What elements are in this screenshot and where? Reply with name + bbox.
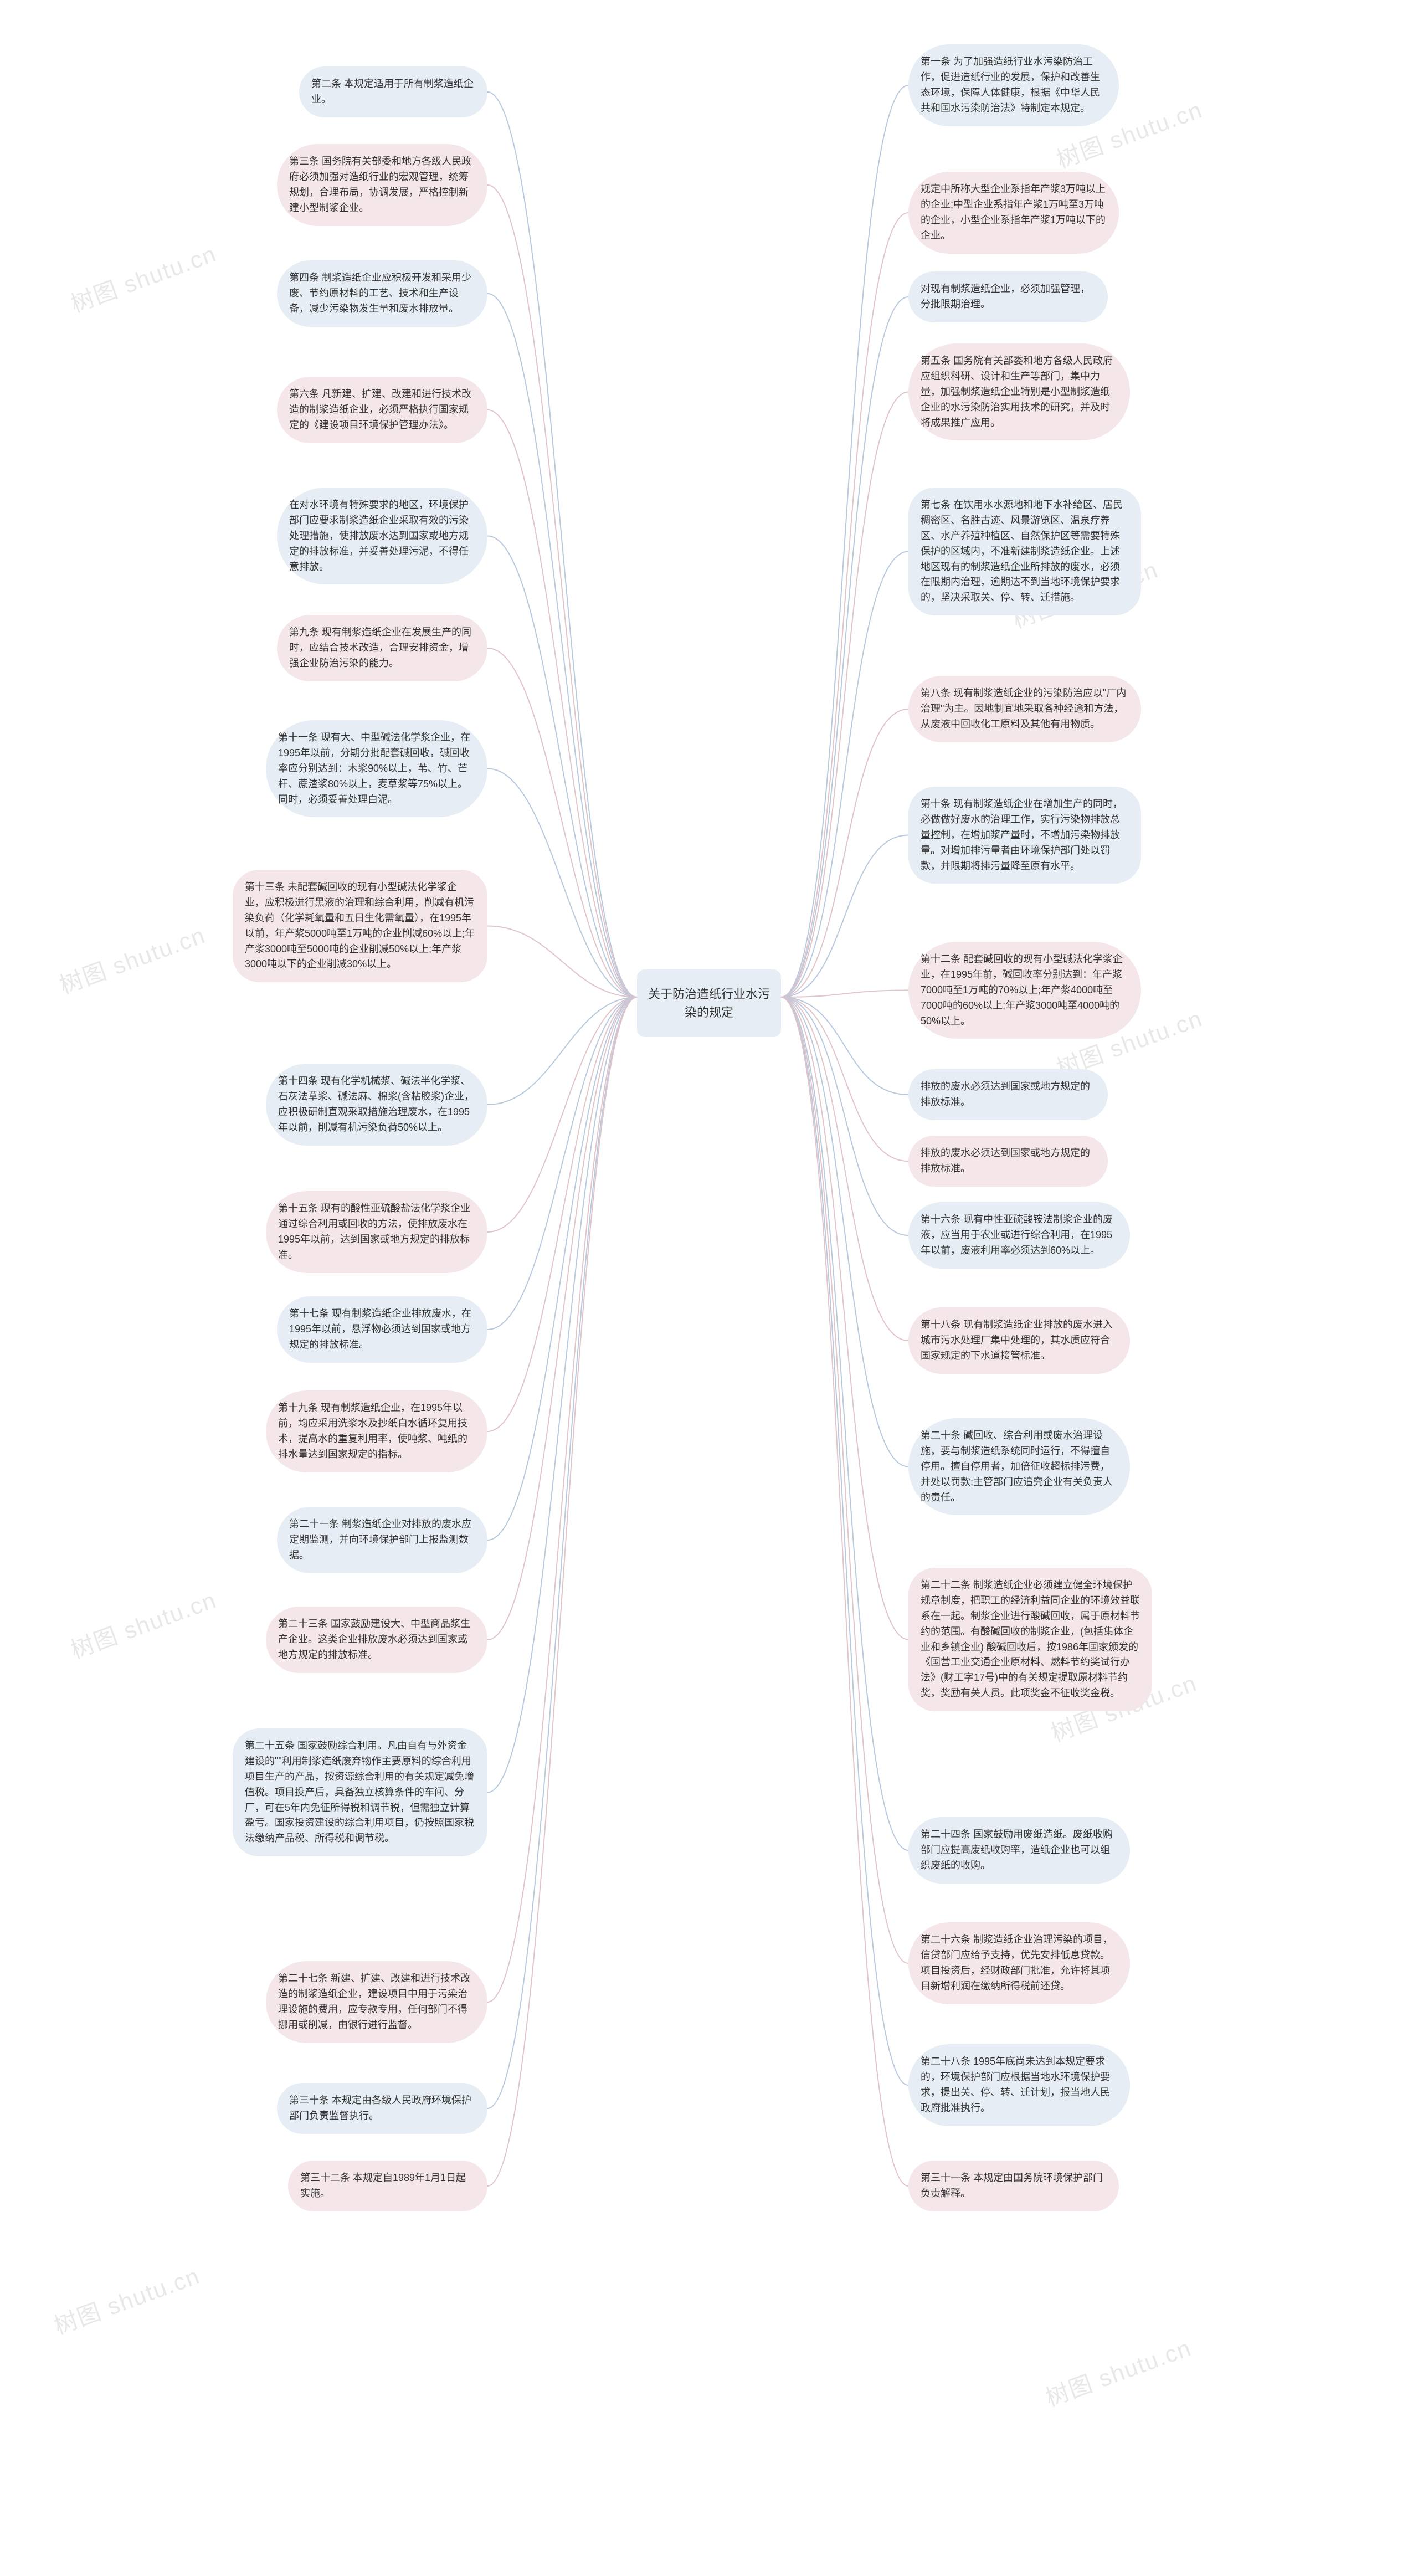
right-node-16: 第二十八条 1995年底尚未达到本规定要求的，环境保护部门应根据当地水环境保护要…: [908, 2044, 1130, 2126]
left-node-8: 第十四条 现有化学机械浆、碱法半化学浆、石灰法草浆、碱法麻、棉浆(含粘胶浆)企业…: [266, 1064, 487, 1146]
left-node-6: 第十一条 现有大、中型碱法化学浆企业，在1995年以前，分期分批配套碱回收，碱回…: [266, 720, 487, 817]
node-text: 第二十六条 制浆造纸企业治理污染的项目，信贷部门应给予支持，优先安排低息贷款。项…: [921, 1934, 1113, 1992]
node-text: 第二十五条 国家鼓励综合利用。凡由自有与外资金建设的""利用制浆造纸废弃物作主要…: [245, 1740, 474, 1844]
left-node-0: 第二条 本规定适用于所有制浆造纸企业。: [299, 66, 487, 117]
connector-lines: [0, 0, 1418, 2576]
right-node-8: 排放的废水必须达到国家或地方规定的排放标准。: [908, 1069, 1108, 1120]
node-text: 第十三条 未配套碱回收的现有小型碱法化学浆企业，应积极进行黑液的治理和综合利用，…: [245, 881, 475, 969]
left-node-3: 第六条 凡新建、扩建、改建和进行技术改造的制浆造纸企业，必须严格执行国家规定的《…: [277, 377, 487, 443]
left-node-17: 第三十二条 本规定自1989年1月1日起实施。: [288, 2161, 487, 2211]
node-text: 第五条 国务院有关部委和地方各级人民政府应组织科研、设计和生产等部门，集中力量，…: [921, 355, 1113, 428]
right-node-7: 第十二条 配套碱回收的现有小型碱法化学浆企业，在1995年前，碱回收率分别达到：…: [908, 942, 1141, 1039]
center-title: 关于防治造纸行业水污染的规定: [648, 987, 770, 1019]
left-node-13: 第二十三条 国家鼓励建设大、中型商品浆生产企业。这类企业排放废水必须达到国家或地…: [266, 1607, 487, 1673]
node-text: 对现有制浆造纸企业，必须加强管理，分批限期治理。: [921, 283, 1090, 310]
left-node-2: 第四条 制浆造纸企业应积极开发和采用少废、节约原材料的工艺、技术和生产设备，减少…: [277, 260, 487, 327]
node-text: 第二十四条 国家鼓励用废纸造纸。废纸收购部门应提高废纸收购率，造纸企业也可以组织…: [921, 1829, 1113, 1871]
left-node-12: 第二十一条 制浆造纸企业对排放的废水应定期监测，并向环境保护部门上报监测数据。: [277, 1507, 487, 1573]
node-text: 第十二条 配套碱回收的现有小型碱法化学浆企业，在1995年前，碱回收率分别达到：…: [921, 953, 1123, 1027]
right-node-3: 第五条 国务院有关部委和地方各级人民政府应组织科研、设计和生产等部门，集中力量，…: [908, 343, 1130, 440]
left-node-1: 第三条 国务院有关部委和地方各级人民政府必须加强对造纸行业的宏观管理，统筹规划，…: [277, 144, 487, 226]
right-node-11: 第十八条 现有制浆造纸企业排放的废水进入城市污水处理厂集中处理的，其水质应符合国…: [908, 1307, 1130, 1374]
node-text: 第三十条 本规定由各级人民政府环境保护部门负责监督执行。: [289, 2095, 471, 2121]
node-text: 第七条 在饮用水水源地和地下水补给区、居民稠密区、名胜古迹、风景游览区、温泉疗养…: [921, 499, 1123, 603]
left-node-10: 第十七条 现有制浆造纸企业排放废水，在1995年以前，悬浮物必须达到国家或地方规…: [277, 1296, 487, 1363]
node-text: 排放的废水必须达到国家或地方规定的排放标准。: [921, 1081, 1090, 1107]
node-text: 第九条 现有制浆造纸企业在发展生产的同时，应结合技术改造，合理安排资金，增强企业…: [289, 627, 471, 669]
right-node-17: 第三十一条 本规定由国务院环境保护部门负责解释。: [908, 2161, 1119, 2211]
right-node-15: 第二十六条 制浆造纸企业治理污染的项目，信贷部门应给予支持，优先安排低息贷款。项…: [908, 1922, 1130, 2004]
node-text: 第二十二条 制浆造纸企业必须建立健全环境保护规章制度，把职工的经济利益同企业的环…: [921, 1579, 1140, 1698]
right-node-5: 第八条 现有制浆造纸企业的污染防治应以"厂内治理"为主。因地制宜地采取各种经途和…: [908, 676, 1141, 742]
right-node-13: 第二十二条 制浆造纸企业必须建立健全环境保护规章制度，把职工的经济利益同企业的环…: [908, 1568, 1152, 1711]
node-text: 第二条 本规定适用于所有制浆造纸企业。: [311, 78, 474, 105]
right-node-1: 规定中所称大型企业系指年产浆3万吨以上的企业;中型企业系指年产浆1万吨至3万吨的…: [908, 172, 1119, 254]
center-node: 关于防治造纸行业水污染的规定: [637, 969, 781, 1037]
right-node-2: 对现有制浆造纸企业，必须加强管理，分批限期治理。: [908, 271, 1108, 322]
left-node-5: 第九条 现有制浆造纸企业在发展生产的同时，应结合技术改造，合理安排资金，增强企业…: [277, 615, 487, 681]
left-node-7: 第十三条 未配套碱回收的现有小型碱法化学浆企业，应积极进行黑液的治理和综合利用，…: [233, 870, 487, 982]
right-node-10: 第十六条 现有中性亚硫酸铵法制浆企业的废液，应当用于农业或进行综合利用，在199…: [908, 1202, 1130, 1269]
node-text: 第八条 现有制浆造纸企业的污染防治应以"厂内治理"为主。因地制宜地采取各种经途和…: [921, 687, 1126, 730]
node-text: 第三十二条 本规定自1989年1月1日起实施。: [300, 2172, 466, 2199]
node-text: 第十条 现有制浆造纸企业在增加生产的同时，必做做好废水的治理工作，实行污染物排放…: [921, 798, 1123, 871]
node-text: 第二十三条 国家鼓励建设大、中型商品浆生产企业。这类企业排放废水必须达到国家或地…: [278, 1618, 470, 1660]
node-text: 第十九条 现有制浆造纸企业，在1995年以前，均应采用洗浆水及抄纸白水循环复用技…: [278, 1402, 467, 1460]
node-text: 第二十七条 新建、扩建、改建和进行技术改造的制浆造纸企业，建设项目中用于污染治理…: [278, 1973, 470, 2030]
right-node-6: 第十条 现有制浆造纸企业在增加生产的同时，必做做好废水的治理工作，实行污染物排放…: [908, 787, 1141, 884]
left-node-4: 在对水环境有特殊要求的地区，环境保护部门应要求制浆造纸企业采取有效的污染处理措施…: [277, 488, 487, 584]
node-text: 第三十一条 本规定由国务院环境保护部门负责解释。: [921, 2172, 1103, 2199]
right-node-14: 第二十四条 国家鼓励用废纸造纸。废纸收购部门应提高废纸收购率，造纸企业也可以组织…: [908, 1817, 1130, 1884]
right-node-12: 第二十条 碱回收、综合利用或废水治理设施，要与制浆造纸系统同时运行，不得擅自停用…: [908, 1418, 1130, 1515]
node-text: 第六条 凡新建、扩建、改建和进行技术改造的制浆造纸企业，必须严格执行国家规定的《…: [289, 388, 471, 430]
node-text: 第三条 国务院有关部委和地方各级人民政府必须加强对造纸行业的宏观管理，统筹规划，…: [289, 156, 471, 213]
node-text: 第一条 为了加强造纸行业水污染防治工作，促进造纸行业的发展，保护和改善生态环境，…: [921, 56, 1100, 114]
right-node-9: 排放的废水必须达到国家或地方规定的排放标准。: [908, 1136, 1108, 1187]
node-text: 第十八条 现有制浆造纸企业排放的废水进入城市污水处理厂集中处理的，其水质应符合国…: [921, 1319, 1113, 1361]
node-text: 在对水环境有特殊要求的地区，环境保护部门应要求制浆造纸企业采取有效的污染处理措施…: [289, 499, 469, 572]
node-text: 第十七条 现有制浆造纸企业排放废水，在1995年以前，悬浮物必须达到国家或地方规…: [289, 1308, 471, 1350]
left-node-9: 第十五条 现有的酸性亚硫酸盐法化学浆企业通过综合利用或回收的方法，使排放废水在1…: [266, 1191, 487, 1273]
node-text: 第二十八条 1995年底尚未达到本规定要求的，环境保护部门应根据当地水环境保护要…: [921, 2056, 1110, 2113]
node-text: 规定中所称大型企业系指年产浆3万吨以上的企业;中型企业系指年产浆1万吨至3万吨的…: [921, 183, 1106, 241]
right-node-0: 第一条 为了加强造纸行业水污染防治工作，促进造纸行业的发展，保护和改善生态环境，…: [908, 44, 1119, 126]
left-node-11: 第十九条 现有制浆造纸企业，在1995年以前，均应采用洗浆水及抄纸白水循环复用技…: [266, 1390, 487, 1472]
node-text: 第二十一条 制浆造纸企业对排放的废水应定期监测，并向环境保护部门上报监测数据。: [289, 1518, 471, 1561]
left-node-14: 第二十五条 国家鼓励综合利用。凡由自有与外资金建设的""利用制浆造纸废弃物作主要…: [233, 1728, 487, 1856]
right-node-4: 第七条 在饮用水水源地和地下水补给区、居民稠密区、名胜古迹、风景游览区、温泉疗养…: [908, 488, 1141, 615]
node-text: 第十一条 现有大、中型碱法化学浆企业，在1995年以前，分期分批配套碱回收，碱回…: [278, 732, 470, 805]
node-text: 第四条 制浆造纸企业应积极开发和采用少废、节约原材料的工艺、技术和生产设备，减少…: [289, 272, 471, 314]
node-text: 第二十条 碱回收、综合利用或废水治理设施，要与制浆造纸系统同时运行，不得擅自停用…: [921, 1430, 1113, 1503]
node-text: 第十四条 现有化学机械浆、碱法半化学浆、石灰法草浆、碱法麻、棉浆(含粘胶浆)企业…: [278, 1075, 474, 1133]
node-text: 第十六条 现有中性亚硫酸铵法制浆企业的废液，应当用于农业或进行综合利用，在199…: [921, 1214, 1113, 1256]
left-node-16: 第三十条 本规定由各级人民政府环境保护部门负责监督执行。: [277, 2083, 487, 2134]
node-text: 第十五条 现有的酸性亚硫酸盐法化学浆企业通过综合利用或回收的方法，使排放废水在1…: [278, 1203, 470, 1260]
left-node-15: 第二十七条 新建、扩建、改建和进行技术改造的制浆造纸企业，建设项目中用于污染治理…: [266, 1961, 487, 2043]
node-text: 排放的废水必须达到国家或地方规定的排放标准。: [921, 1147, 1090, 1174]
